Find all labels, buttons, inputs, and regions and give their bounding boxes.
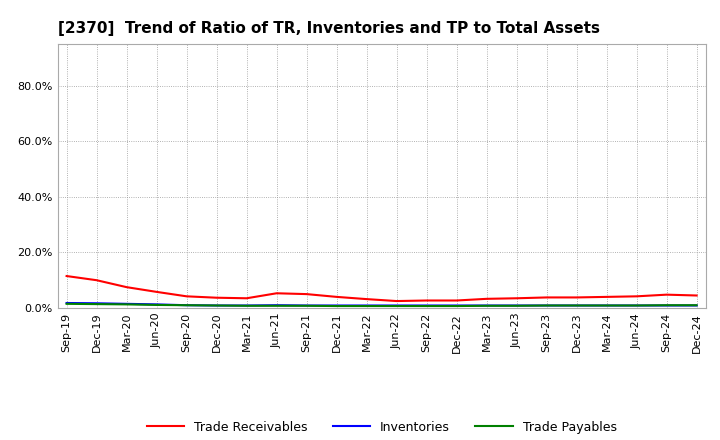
Trade Payables xyxy=(362,304,371,309)
Line: Inventories: Inventories xyxy=(66,303,697,305)
Trade Payables xyxy=(92,301,101,307)
Trade Receivables xyxy=(542,295,551,300)
Trade Receivables xyxy=(602,294,611,300)
Trade Payables xyxy=(452,304,461,309)
Trade Receivables xyxy=(122,285,131,290)
Trade Payables xyxy=(572,303,581,308)
Text: [2370]  Trend of Ratio of TR, Inventories and TP to Total Assets: [2370] Trend of Ratio of TR, Inventories… xyxy=(58,21,600,36)
Inventories xyxy=(92,301,101,306)
Trade Payables xyxy=(422,304,431,309)
Inventories xyxy=(122,301,131,307)
Trade Payables xyxy=(662,303,671,308)
Trade Receivables xyxy=(362,297,371,302)
Trade Receivables xyxy=(662,292,671,297)
Trade Receivables xyxy=(302,291,311,297)
Trade Receivables xyxy=(153,289,161,294)
Trade Payables xyxy=(153,302,161,308)
Trade Payables xyxy=(212,303,221,308)
Inventories xyxy=(392,303,401,308)
Trade Payables xyxy=(482,303,491,308)
Inventories xyxy=(182,303,191,308)
Trade Receivables xyxy=(333,294,341,300)
Trade Payables xyxy=(302,303,311,308)
Trade Payables xyxy=(242,303,251,308)
Trade Receivables xyxy=(62,273,71,279)
Inventories xyxy=(242,303,251,308)
Trade Payables xyxy=(272,303,281,308)
Inventories xyxy=(632,303,641,308)
Trade Receivables xyxy=(693,293,701,298)
Trade Payables xyxy=(333,304,341,309)
Trade Receivables xyxy=(242,296,251,301)
Trade Receivables xyxy=(452,298,461,303)
Trade Receivables xyxy=(513,296,521,301)
Trade Payables xyxy=(602,303,611,308)
Legend: Trade Receivables, Inventories, Trade Payables: Trade Receivables, Inventories, Trade Pa… xyxy=(142,416,621,439)
Line: Trade Receivables: Trade Receivables xyxy=(66,276,697,301)
Inventories xyxy=(333,303,341,308)
Inventories xyxy=(62,301,71,306)
Trade Receivables xyxy=(422,298,431,303)
Inventories xyxy=(542,303,551,308)
Inventories xyxy=(302,303,311,308)
Trade Payables xyxy=(632,303,641,308)
Trade Payables xyxy=(182,303,191,308)
Line: Trade Payables: Trade Payables xyxy=(66,304,697,306)
Inventories xyxy=(362,303,371,308)
Inventories xyxy=(602,303,611,308)
Trade Receivables xyxy=(392,298,401,304)
Trade Receivables xyxy=(182,293,191,299)
Inventories xyxy=(452,303,461,308)
Trade Receivables xyxy=(92,278,101,283)
Trade Payables xyxy=(62,301,71,307)
Inventories xyxy=(662,303,671,308)
Trade Payables xyxy=(542,303,551,308)
Trade Receivables xyxy=(632,293,641,299)
Inventories xyxy=(572,303,581,308)
Trade Payables xyxy=(513,303,521,308)
Inventories xyxy=(513,303,521,308)
Inventories xyxy=(422,303,431,308)
Trade Payables xyxy=(122,302,131,307)
Trade Payables xyxy=(392,304,401,309)
Inventories xyxy=(693,303,701,308)
Trade Receivables xyxy=(572,295,581,300)
Inventories xyxy=(153,302,161,307)
Inventories xyxy=(482,303,491,308)
Trade Payables xyxy=(693,303,701,308)
Trade Receivables xyxy=(212,295,221,301)
Inventories xyxy=(272,303,281,308)
Trade Receivables xyxy=(272,291,281,296)
Trade Receivables xyxy=(482,296,491,301)
Inventories xyxy=(212,303,221,308)
